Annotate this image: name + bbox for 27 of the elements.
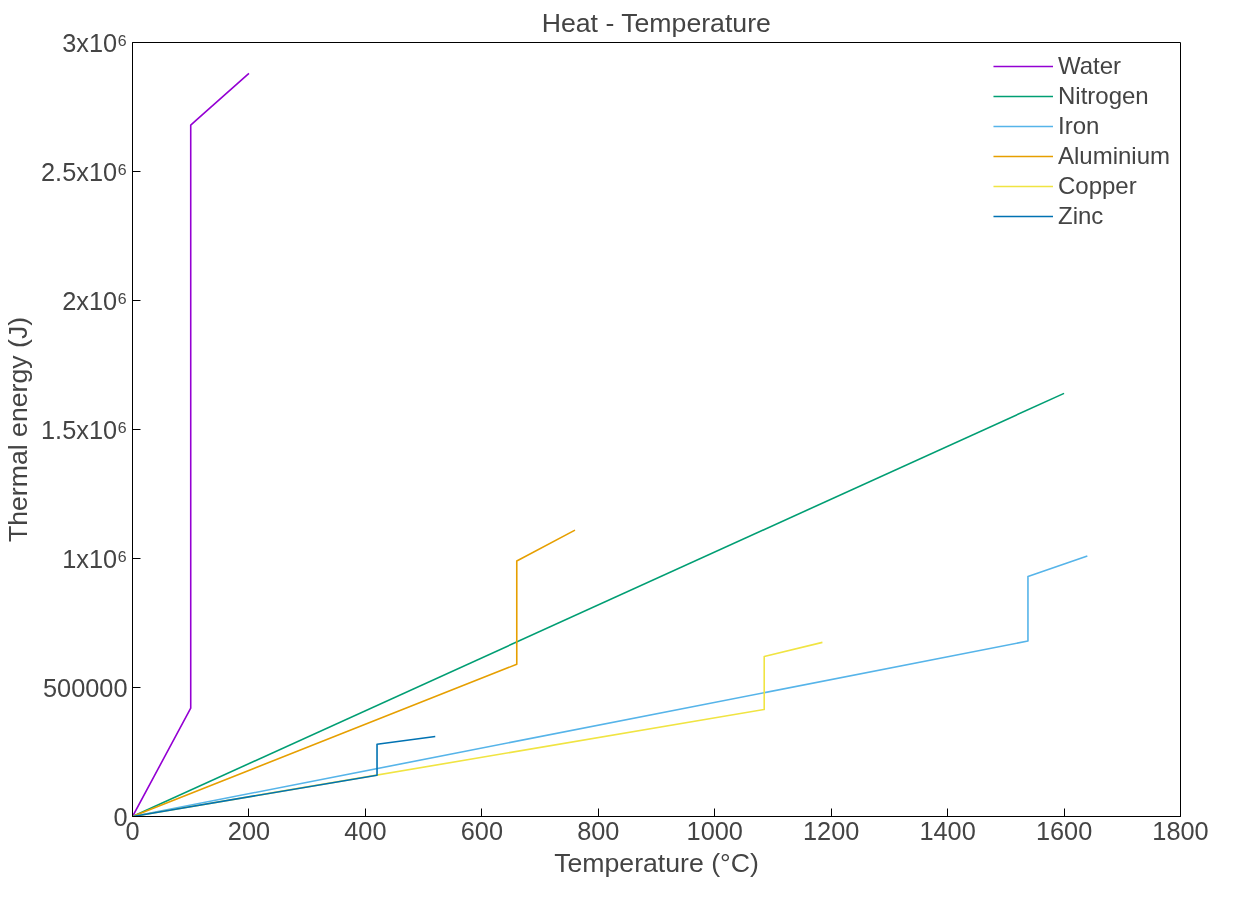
y-tick-label: 2x10⁶ — [62, 286, 128, 315]
x-tick-label: 1800 — [1152, 816, 1209, 845]
x-axis-title: Temperature (°C) — [554, 847, 759, 878]
x-tick-label: 600 — [460, 816, 503, 845]
y-tick-label: 500000 — [42, 673, 128, 702]
legend-label: Nitrogen — [1057, 82, 1149, 110]
x-tick-label: 1400 — [919, 816, 976, 845]
x-tick-label: 1200 — [802, 816, 860, 845]
y-tick-label: 1.5x10⁶ — [41, 415, 128, 444]
legend-label: Water — [1057, 52, 1122, 80]
line-series — [132, 72, 250, 817]
line-series — [132, 529, 576, 817]
legend-label: Aluminium — [1057, 142, 1170, 170]
x-tick-label: 800 — [577, 816, 620, 845]
y-tick-label: 2.5x10⁶ — [41, 157, 128, 186]
y-tick-label: 3x10⁶ — [62, 28, 128, 57]
chart-title: Heat - Temperature — [541, 7, 771, 38]
legend-label: Iron — [1057, 112, 1100, 140]
legend-label: Zinc — [1057, 202, 1104, 230]
legend-label: Copper — [1057, 172, 1137, 200]
x-tick-label: 1600 — [1035, 816, 1093, 845]
y-axis-title: Thermal energy (J) — [3, 316, 34, 543]
x-tick-label: 400 — [344, 816, 387, 845]
line-series — [132, 735, 437, 817]
x-tick-label: 1000 — [686, 816, 743, 845]
y-tick-label: 1x10⁶ — [62, 544, 128, 573]
x-tick-label: 200 — [227, 816, 271, 845]
